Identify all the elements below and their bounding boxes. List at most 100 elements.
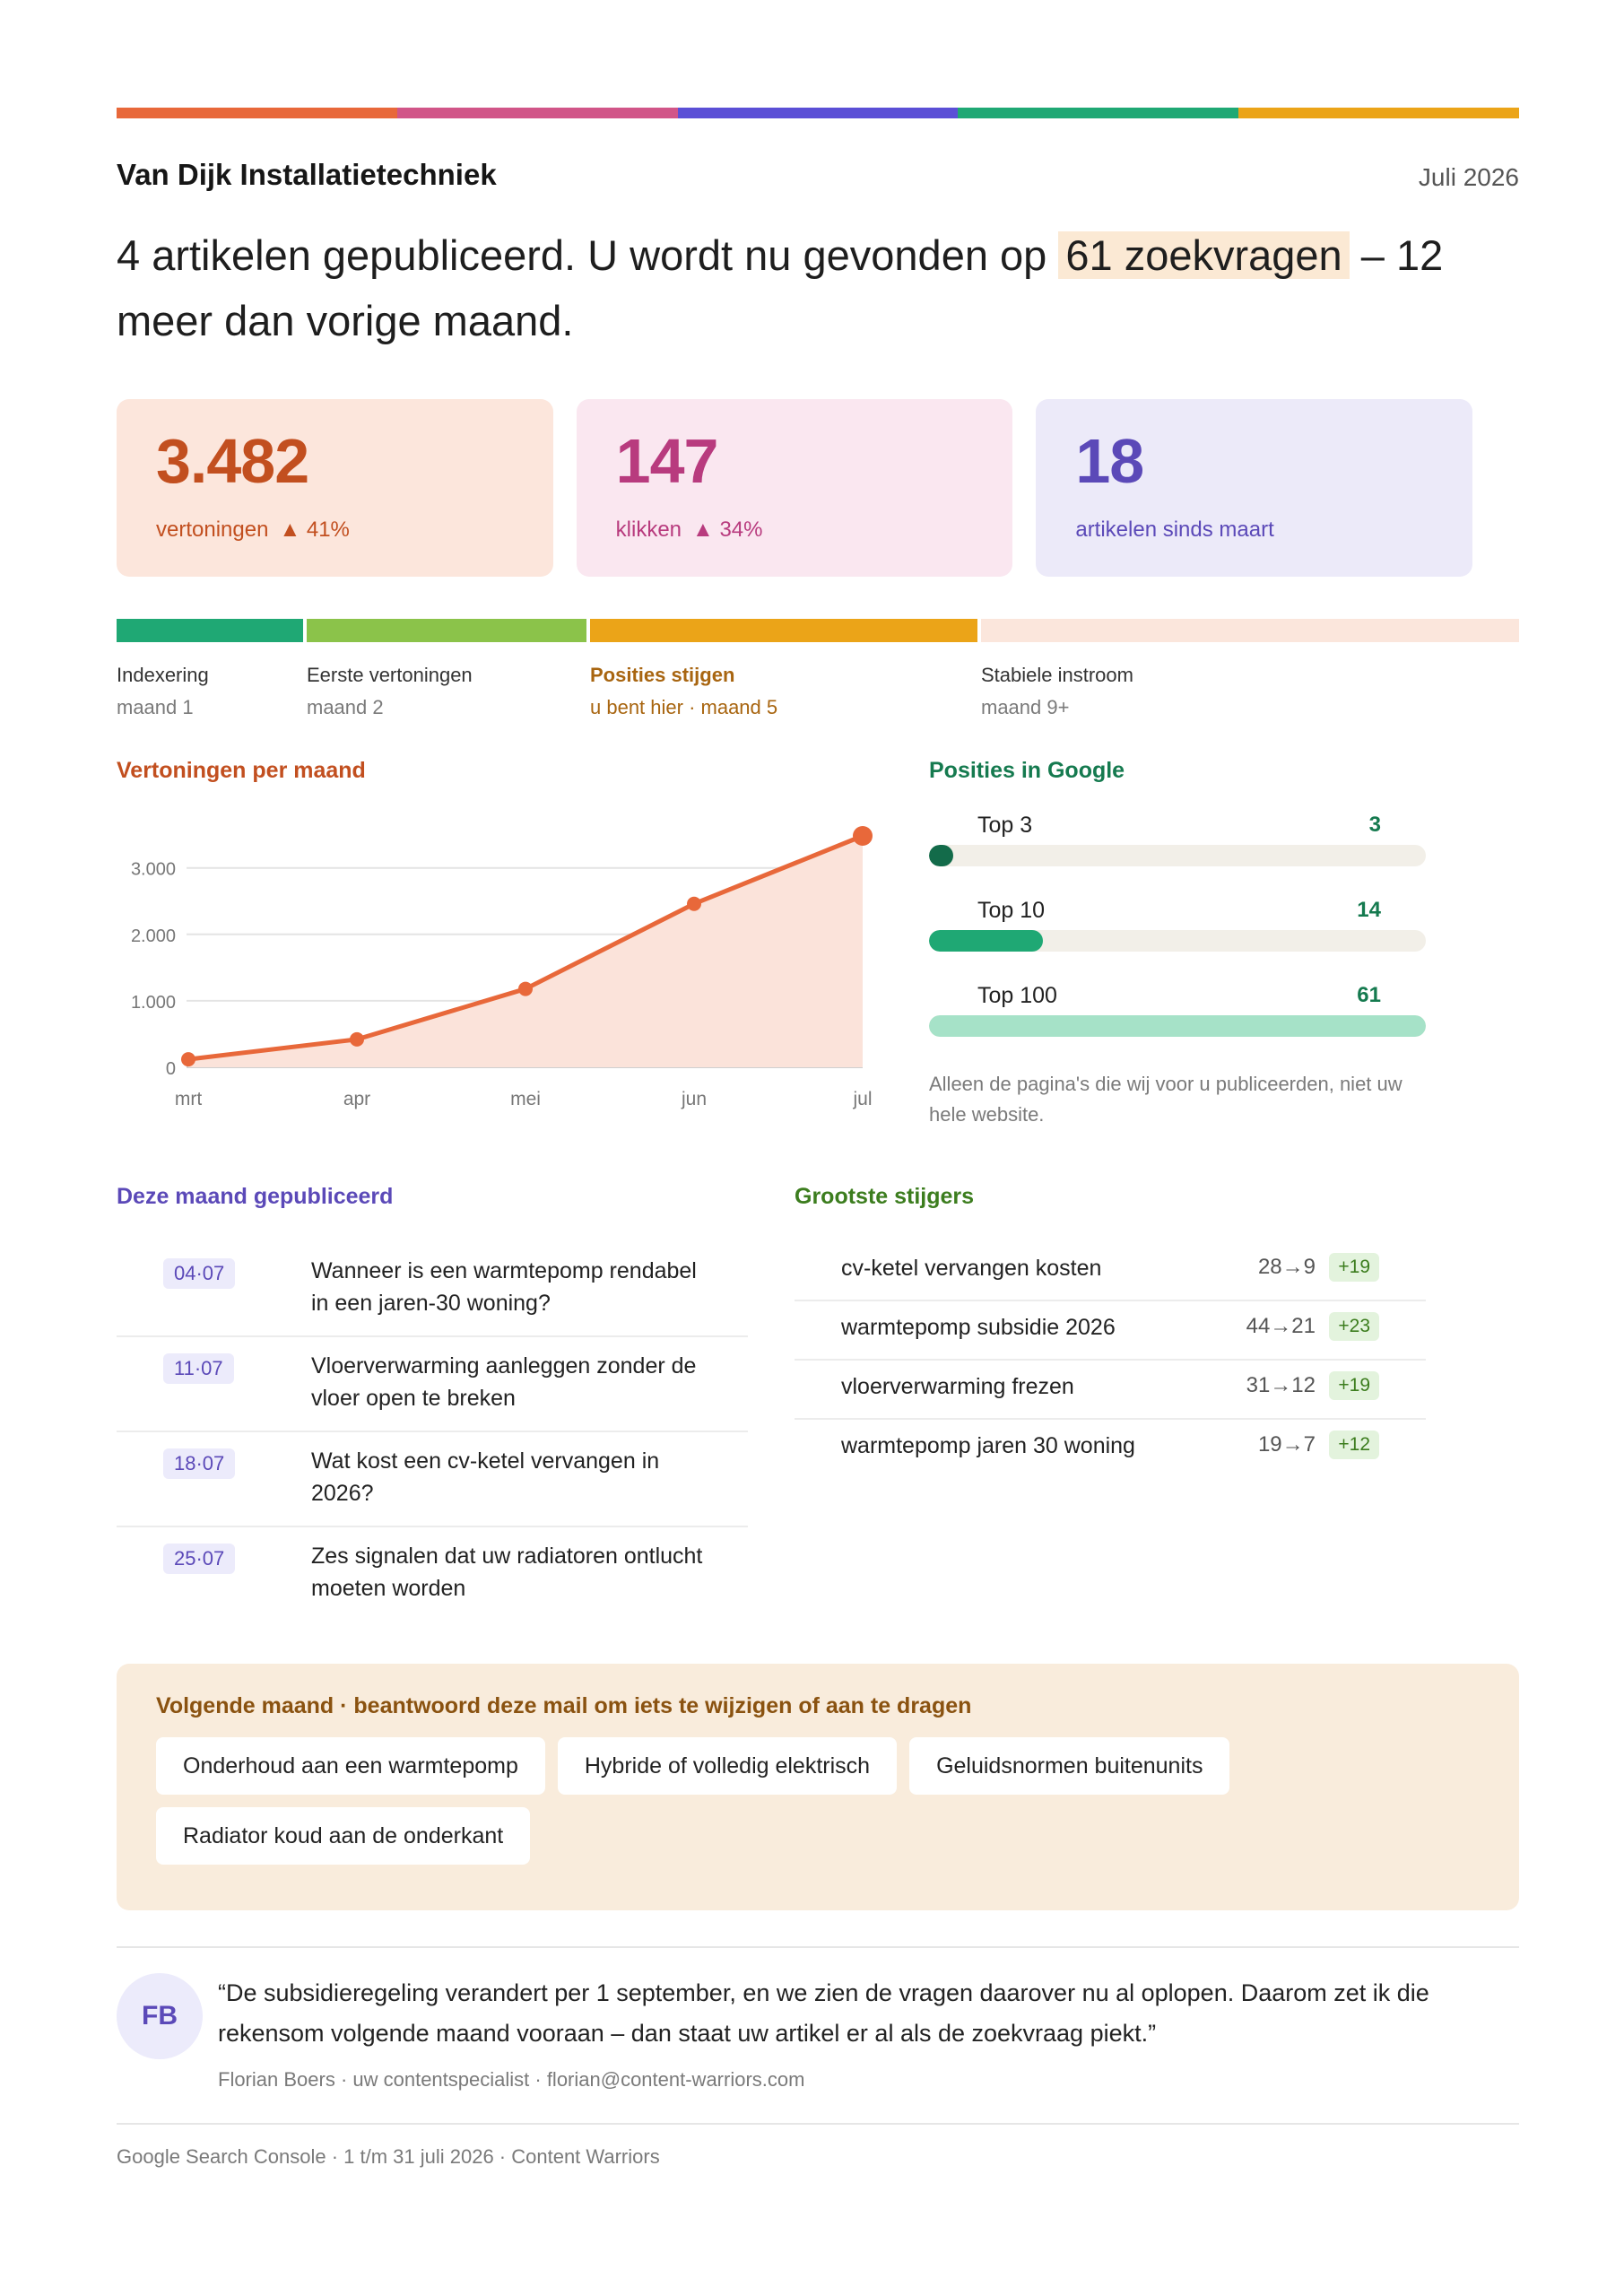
riser-query: warmtepomp jaren 30 woning [841, 1433, 1135, 1458]
phase-segment-first-impressions [307, 619, 586, 642]
phase-label-rising: Posities stijgen u bent hier · maand 5 [590, 659, 777, 724]
published-title-link[interactable]: Zes signalen dat uw radiatoren ontlucht … [311, 1544, 703, 1601]
published-item[interactable]: 11·07 Vloerverwarming aanleggen zonder d… [117, 1337, 748, 1432]
topic-chips: Onderhoud aan een warmtepomp Hybride of … [156, 1737, 1322, 1865]
position-fill [929, 845, 954, 866]
topic-chip[interactable]: Onderhoud aan een warmtepomp [156, 1737, 545, 1795]
strip-segment-4 [958, 108, 1239, 118]
kpi-clicks-value: 147 [615, 426, 719, 496]
phase-name: Posities stijgen [590, 664, 735, 686]
chart-data-point [518, 981, 533, 996]
riser-row: warmtepomp subsidie 2026 44→21 +23 [795, 1301, 1426, 1361]
headline-highlight: 61 zoekvragen [1058, 231, 1350, 279]
riser-row: warmtepomp jaren 30 woning 19→7 +12 [795, 1420, 1426, 1490]
x-tick-label: jun [681, 1089, 707, 1109]
report-month: Juli 2026 [1418, 163, 1519, 191]
chart-data-point [853, 826, 873, 846]
position-value: 14 [1357, 898, 1381, 922]
phase-label-stable: Stabiele instroom maand 9+ [981, 659, 1133, 724]
position-fill [929, 1015, 1426, 1037]
color-strip [117, 108, 1519, 118]
published-title-link[interactable]: Vloerverwarming aanleggen zonder de vloe… [311, 1353, 697, 1411]
phase-segment-indexing [117, 619, 303, 642]
kpi-impressions-trend: ▲ 41% [279, 517, 350, 542]
kpi-clicks-text: klikken [615, 517, 682, 542]
phase-name: Eerste vertoningen [307, 664, 473, 686]
phase-name: Indexering [117, 664, 209, 686]
position-row-top10: Top 10 14 [929, 892, 1426, 978]
published-title-link[interactable]: Wanneer is een warmtepomp rendabel in ee… [311, 1258, 697, 1316]
kpi-impressions-text: vertoningen [156, 517, 269, 542]
riser-delta-badge: +23 [1329, 1312, 1379, 1341]
headline-outro: – 12 meer dan vorige maand. [117, 231, 1444, 344]
kpi-articles-label: artikelen sinds maart [1075, 517, 1274, 542]
published-title: Deze maand gepubliceerd [117, 1184, 394, 1209]
footer-source: Google Search Console · 1 t/m 31 juli 20… [117, 2145, 660, 2168]
phase-segment-stable [981, 619, 1519, 642]
y-tick-label: 3.000 [131, 860, 176, 880]
riser-query: cv-ketel vervangen kosten [841, 1256, 1102, 1281]
position-label: Top 3 [977, 813, 1033, 838]
chart-data-point [687, 896, 701, 911]
next-month-panel: Volgende maand · beantwoord deze mail om… [117, 1664, 1519, 1910]
phase-sub: maand 1 [117, 696, 194, 718]
riser-movement: 31→12 [1246, 1373, 1316, 1397]
topic-chip[interactable]: Radiator koud aan de onderkant [156, 1807, 531, 1865]
specialist-quote: “De subsidieregeling verandert per 1 sep… [218, 1979, 1429, 2047]
kpi-clicks: 147 klikken ▲ 34% [576, 399, 1013, 577]
riser-movement: 28→9 [1257, 1255, 1316, 1279]
published-date-badge: 25·07 [163, 1544, 236, 1574]
x-tick-label: jul [852, 1089, 872, 1109]
published-date-badge: 11·07 [163, 1353, 234, 1384]
riser-movement: 44→21 [1246, 1314, 1316, 1338]
published-item[interactable]: 18·07 Wat kost een cv-ketel vervangen in… [117, 1432, 748, 1527]
report-page: Van Dijk Installatietechniek Juli 2026 4… [117, 0, 1519, 2296]
kpi-impressions-label: vertoningen ▲ 41% [156, 517, 553, 543]
phase-sub: maand 9+ [981, 696, 1070, 718]
kpi-impressions: 3.482 vertoningen ▲ 41% [117, 399, 553, 577]
divider [117, 1946, 1519, 1948]
kpi-clicks-trend: ▲ 34% [692, 517, 763, 542]
position-value: 61 [1357, 983, 1381, 1007]
position-row-top100: Top 100 61 [929, 978, 1426, 1063]
topic-chip[interactable]: Hybride of volledig elektrisch [557, 1737, 898, 1795]
phase-sub: u bent hier · maand 5 [590, 696, 778, 718]
phase-segment-rising [590, 619, 977, 642]
strip-segment-5 [1238, 108, 1519, 118]
y-tick-label: 2.000 [131, 926, 176, 946]
strip-segment-3 [677, 108, 959, 118]
published-item[interactable]: 25·07 Zes signalen dat uw radiatoren ont… [117, 1527, 748, 1621]
position-value: 3 [1368, 813, 1381, 837]
x-tick-label: mei [510, 1089, 541, 1109]
positions-title: Posities in Google [929, 758, 1125, 783]
y-tick-label: 1.000 [131, 993, 176, 1013]
kpi-articles-value: 18 [1075, 426, 1144, 496]
divider [117, 2123, 1519, 2125]
risers-title: Grootste stijgers [795, 1184, 975, 1209]
kpi-row: 3.482 vertoningen ▲ 41% 147 klikken ▲ 34% … [117, 399, 1473, 577]
riser-row: cv-ketel vervangen kosten 28→9 +19 [795, 1242, 1426, 1301]
chart-data-point [181, 1052, 195, 1067]
riser-row: vloerverwarming frezen 31→12 +19 [795, 1361, 1426, 1420]
riser-delta-badge: +19 [1329, 1371, 1379, 1400]
published-title-link[interactable]: Wat kost een cv-ketel vervangen in 2026? [311, 1448, 660, 1506]
impressions-chart-svg: 0 1.000 2.000 3.000 mrt apr mei jun jul [131, 826, 873, 1109]
company-name: Van Dijk Installatietechniek [117, 158, 497, 191]
kpi-clicks-label: klikken ▲ 34% [616, 517, 1013, 543]
phase-label-first-impressions: Eerste vertoningen maand 2 [307, 659, 473, 724]
positions-bars: Top 3 3 Top 10 14 Top 100 61 [929, 807, 1426, 1063]
chart-area-fill [188, 836, 863, 1067]
position-fill [929, 930, 1044, 952]
published-item[interactable]: 04·07 Wanneer is een warmtepomp rendabel… [117, 1242, 748, 1337]
kpi-impressions-value: 3.482 [156, 426, 309, 496]
position-label: Top 100 [977, 983, 1057, 1008]
topic-chip[interactable]: Geluidsnormen buitenunits [909, 1737, 1230, 1795]
riser-query: vloerverwarming frezen [841, 1374, 1074, 1399]
avatar: FB [117, 1973, 203, 2059]
riser-delta-badge: +12 [1329, 1431, 1379, 1459]
position-row-top3: Top 3 3 [929, 807, 1426, 892]
phase-name: Stabiele instroom [981, 664, 1133, 686]
riser-delta-badge: +19 [1329, 1253, 1379, 1282]
quote-attribution: Florian Boers · uw contentspecialist · f… [218, 2068, 805, 2091]
position-track [929, 1015, 1426, 1037]
